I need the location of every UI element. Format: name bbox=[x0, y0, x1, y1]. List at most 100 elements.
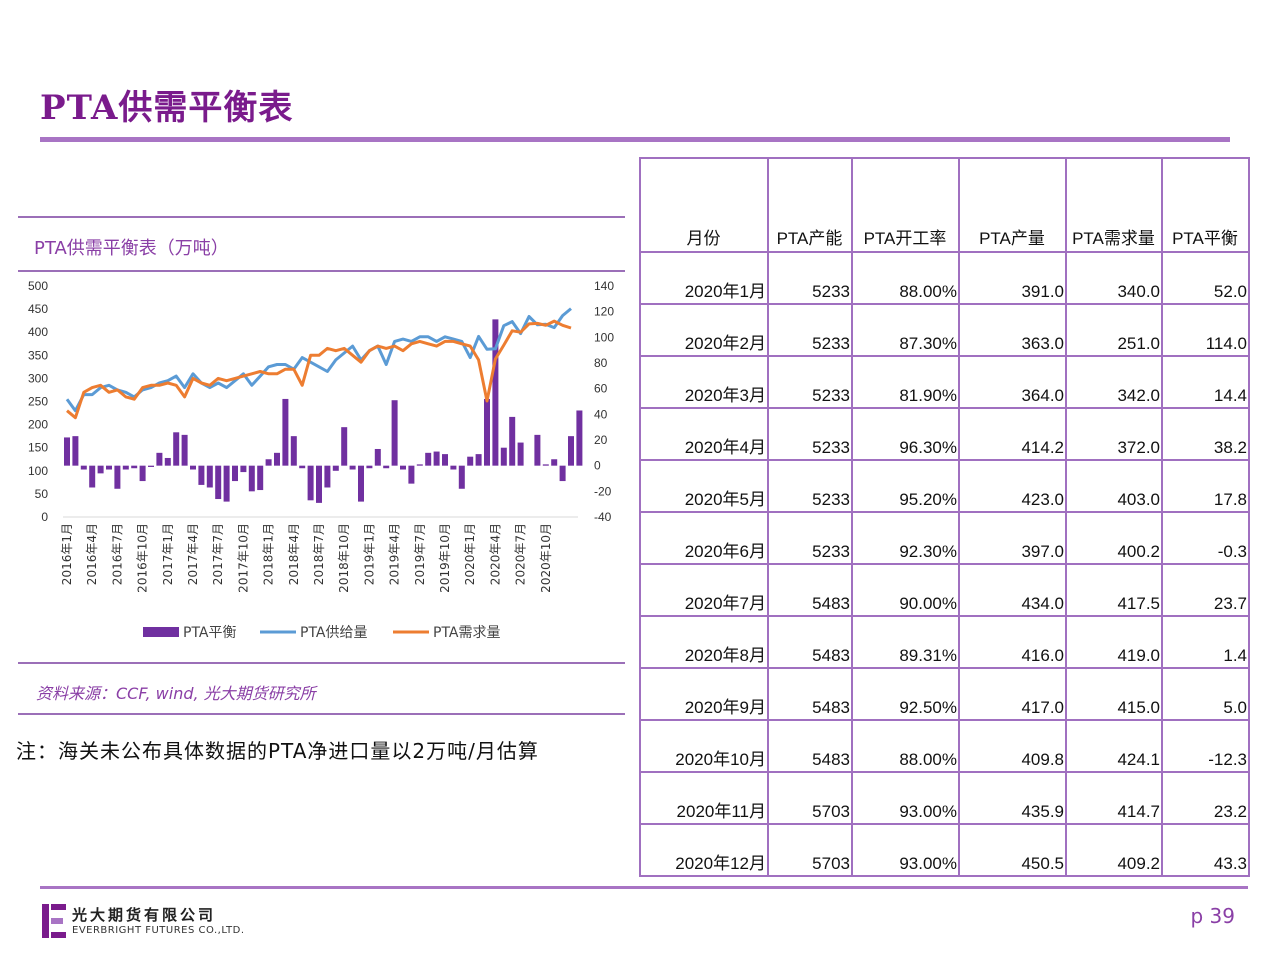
balance-bar bbox=[408, 465, 415, 484]
y-left-tick-label: 200 bbox=[28, 418, 48, 432]
footer-divider bbox=[40, 886, 1248, 889]
balance-bar bbox=[299, 465, 306, 469]
balance-bar bbox=[215, 465, 222, 500]
y-right-tick-label: 80 bbox=[594, 356, 608, 370]
table-cell: 2020年12月 bbox=[639, 823, 769, 877]
balance-bar bbox=[374, 448, 381, 466]
balance-bar bbox=[509, 416, 516, 466]
y-left-tick-label: 300 bbox=[28, 371, 48, 385]
balance-bar bbox=[517, 442, 524, 466]
page-title: PTA供需平衡表 bbox=[40, 88, 294, 128]
balance-bar bbox=[240, 465, 247, 473]
table-cell: 89.31% bbox=[851, 615, 960, 669]
table-row: 2020年12月 5703 93.00% 450.5 409.2 43.3 bbox=[639, 823, 1250, 877]
balance-bar bbox=[475, 454, 482, 466]
balance-bar bbox=[89, 465, 96, 488]
y-left-tick-label: 500 bbox=[28, 279, 48, 293]
legend-swatch-balance bbox=[143, 627, 179, 637]
y-right-tick-label: -20 bbox=[594, 484, 612, 498]
balance-bar bbox=[559, 465, 566, 482]
table-cell: 251.0 bbox=[1065, 303, 1163, 357]
chart-title: PTA供需平衡表（万吨） bbox=[34, 238, 229, 259]
company-name-en: EVERBRIGHT FUTURES CO.,LTD. bbox=[72, 925, 245, 936]
balance-bar bbox=[274, 452, 280, 466]
company-name-cn: 光大期货有限公司 bbox=[72, 906, 217, 924]
table-cell: 87.30% bbox=[851, 303, 960, 357]
balance-bar bbox=[190, 465, 196, 470]
balance-bar bbox=[442, 454, 448, 466]
balance-bar bbox=[106, 465, 112, 470]
table-cell: 450.5 bbox=[958, 823, 1067, 877]
table-cell: 5703 bbox=[767, 823, 853, 877]
balance-bar bbox=[97, 465, 104, 474]
table-cell: 5483 bbox=[767, 667, 853, 721]
table-cell: 400.2 bbox=[1065, 511, 1163, 565]
legend-label: PTA需求量 bbox=[433, 625, 500, 641]
table-cell: 1.4 bbox=[1161, 615, 1250, 669]
balance-bar bbox=[366, 465, 373, 469]
table-header-cell: PTA开工率 bbox=[851, 157, 960, 253]
table-row: 2020年3月 5233 81.90% 364.0 342.0 14.4 bbox=[639, 355, 1250, 409]
balance-bar bbox=[122, 465, 129, 470]
chart-source: 资料来源：CCF, wind, 光大期货研究所 bbox=[36, 684, 316, 703]
y-left-tick-label: 400 bbox=[28, 325, 48, 339]
y-left-tick-label: 250 bbox=[28, 395, 48, 409]
balance-bar bbox=[156, 452, 163, 466]
table-cell: 88.00% bbox=[851, 251, 960, 305]
x-tick-label: 2016年10月 bbox=[136, 523, 150, 593]
table-header-cell: PTA产量 bbox=[958, 157, 1067, 253]
x-tick-label: 2020年4月 bbox=[488, 523, 502, 585]
table-cell: 5703 bbox=[767, 771, 853, 825]
y-right-tick-label: 60 bbox=[594, 382, 608, 396]
table-cell: 342.0 bbox=[1065, 355, 1163, 409]
table-cell: 2020年6月 bbox=[639, 511, 769, 565]
balance-bar bbox=[391, 400, 398, 466]
table-cell: 2020年3月 bbox=[639, 355, 769, 409]
y-right-tick-label: 0 bbox=[594, 459, 601, 473]
balance-bar bbox=[72, 436, 79, 466]
x-tick-label: 2020年10月 bbox=[539, 523, 553, 593]
y-left-tick-label: 150 bbox=[28, 441, 48, 455]
page-number: p 39 bbox=[1190, 904, 1235, 928]
y-right-tick-label: 140 bbox=[594, 279, 614, 293]
x-tick-label: 2018年10月 bbox=[337, 523, 351, 593]
source-divider bbox=[18, 713, 625, 715]
table-header-cell: 月份 bbox=[639, 157, 769, 253]
table-cell: 5483 bbox=[767, 615, 853, 669]
y-left-tick-label: 350 bbox=[28, 348, 48, 362]
balance-bar bbox=[576, 410, 583, 466]
balance-bar bbox=[400, 465, 406, 470]
x-tick-label: 2019年10月 bbox=[438, 523, 452, 593]
balance-bar bbox=[383, 465, 390, 469]
y-left-tick-label: 50 bbox=[35, 487, 49, 501]
table-header-row: 月份 PTA产能 PTA开工率 PTA产量 PTA需求量 PTA平衡 bbox=[639, 157, 1250, 253]
balance-bar bbox=[148, 465, 154, 467]
balance-bar bbox=[307, 465, 314, 501]
table-cell: 414.7 bbox=[1065, 771, 1163, 825]
balance-bar bbox=[232, 465, 238, 482]
balance-bar bbox=[467, 456, 474, 466]
table-cell: 93.00% bbox=[851, 823, 960, 877]
table-cell: 397.0 bbox=[958, 511, 1067, 565]
table-cell: 424.1 bbox=[1065, 719, 1163, 773]
balance-bar bbox=[568, 436, 574, 466]
balance-bar bbox=[131, 465, 138, 469]
x-tick-label: 2016年4月 bbox=[85, 523, 99, 585]
table-cell: 43.3 bbox=[1161, 823, 1250, 877]
supply-demand-chart: 5004504003503002502001501005001401201008… bbox=[28, 279, 614, 641]
table-cell: 2020年7月 bbox=[639, 563, 769, 617]
table-cell: 414.2 bbox=[958, 407, 1067, 461]
balance-bar bbox=[282, 398, 289, 466]
table-cell: 2020年9月 bbox=[639, 667, 769, 721]
balance-bar bbox=[164, 457, 171, 466]
table-cell: 88.00% bbox=[851, 719, 960, 773]
table-cell: 2020年10月 bbox=[639, 719, 769, 773]
balance-bar bbox=[332, 465, 339, 471]
x-tick-label: 2018年1月 bbox=[262, 523, 276, 585]
balance-bar bbox=[324, 465, 331, 488]
supply-series-line bbox=[65, 307, 572, 413]
x-tick-label: 2016年1月 bbox=[60, 523, 74, 585]
table-cell: 92.50% bbox=[851, 667, 960, 721]
table-cell: 81.90% bbox=[851, 355, 960, 409]
table-cell: 96.30% bbox=[851, 407, 960, 461]
